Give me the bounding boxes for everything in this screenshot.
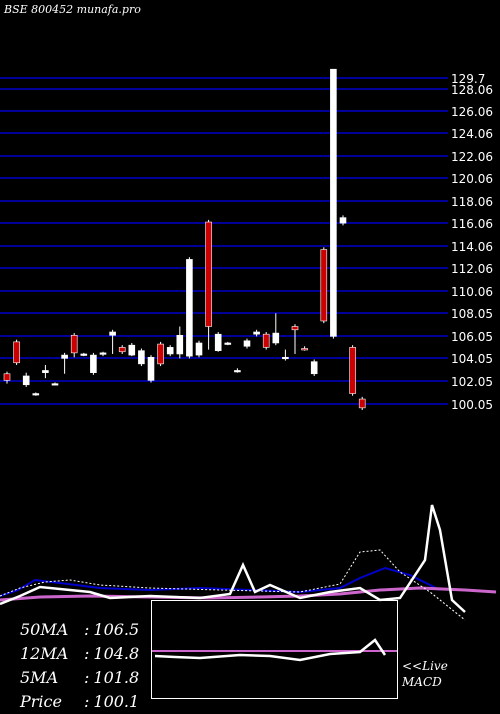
candle-body (13, 341, 20, 364)
candle-body (330, 68, 337, 337)
candle-body (282, 356, 289, 360)
ma12-separator: : (84, 644, 90, 663)
chart-title: BSE 800452 munafa.pro (4, 3, 141, 16)
ma12-value: 104.8 (93, 644, 140, 663)
ma5-separator: : (84, 668, 90, 687)
candle-body (166, 347, 174, 355)
macd-panel (151, 600, 398, 699)
candle-body (358, 398, 366, 409)
candle-body (253, 331, 260, 335)
candle-body (147, 356, 155, 381)
y-tick-label: 126.06 (451, 105, 493, 119)
candle-body (176, 334, 184, 355)
ma50-label: 50MA (20, 620, 69, 639)
candle-body (128, 344, 136, 356)
candle-body (301, 348, 308, 351)
candle-body (262, 333, 270, 348)
y-tick-label: 106.05 (451, 330, 493, 344)
candle-body (51, 383, 59, 386)
y-tick-label: 118.06 (451, 195, 493, 209)
candle-body (90, 354, 97, 373)
candle-body (339, 217, 347, 224)
y-tick-label: 112.06 (451, 262, 493, 276)
y-tick-label: 110.06 (451, 285, 493, 299)
price-indicator-line (0, 504, 466, 613)
candle-body (224, 342, 232, 345)
price-value: 100.1 (93, 692, 140, 711)
ma-pink-line (0, 586, 497, 602)
candle-body (186, 259, 193, 357)
live-text: <<Live (402, 659, 448, 673)
candle-body (205, 221, 212, 327)
candle-body (310, 361, 318, 375)
y-tick-label: 122.06 (451, 150, 493, 164)
ma5-row: 5MA:101.8 (20, 666, 139, 690)
y-tick-label: 124.06 (451, 127, 493, 141)
ma5-label: 5MA (20, 668, 59, 687)
y-tick-label: 114.06 (451, 240, 493, 254)
candle-body (80, 353, 88, 356)
candle-body (157, 343, 164, 365)
y-tick-label: 104.05 (451, 352, 493, 366)
candle-body (291, 326, 299, 331)
macd-line (154, 638, 387, 662)
candle-body (61, 354, 68, 359)
candle-body (3, 373, 11, 381)
candle-body (243, 340, 251, 347)
price-label: Price (20, 692, 62, 711)
ma50-separator: : (84, 620, 90, 639)
candle-body (195, 342, 203, 356)
ma-blue-line (0, 566, 441, 597)
ma12-label: 12MA (20, 644, 69, 663)
candle-body (109, 331, 116, 336)
moving-average-panel: 50MA:106.5 12MA:104.8 5MA:101.8 Price:10… (20, 618, 139, 714)
ma50-row: 50MA:106.5 (20, 618, 139, 642)
price-row: Price:100.1 (20, 690, 139, 714)
ma5-value: 101.8 (93, 668, 140, 687)
macd-text: MACD (402, 675, 442, 689)
y-tick-label: 116.06 (451, 217, 493, 231)
candle-body (118, 347, 126, 353)
y-tick-label: 108.05 (451, 307, 493, 321)
candle-body (272, 332, 280, 344)
ma12-row: 12MA:104.8 (20, 642, 139, 666)
candle-body (234, 370, 241, 373)
candle-body (320, 249, 328, 322)
price-separator: : (84, 692, 90, 711)
candle-body (42, 370, 49, 373)
macd-live-label: <<Live MACD (402, 658, 448, 690)
ma50-value: 106.5 (93, 620, 140, 639)
candle-body (138, 350, 145, 365)
candle-body (32, 393, 40, 396)
candle-body (22, 375, 30, 386)
y-tick-label: 120.06 (451, 172, 493, 186)
y-tick-label: 102.05 (451, 375, 493, 389)
y-tick-label: 100.05 (451, 398, 493, 412)
candle-body (99, 352, 107, 355)
candle-body (70, 334, 78, 354)
y-tick-label: 129.7 (451, 72, 485, 86)
candle-body (349, 347, 356, 394)
y-tick-label: 128.06 (451, 83, 493, 97)
candle-body (214, 333, 222, 351)
